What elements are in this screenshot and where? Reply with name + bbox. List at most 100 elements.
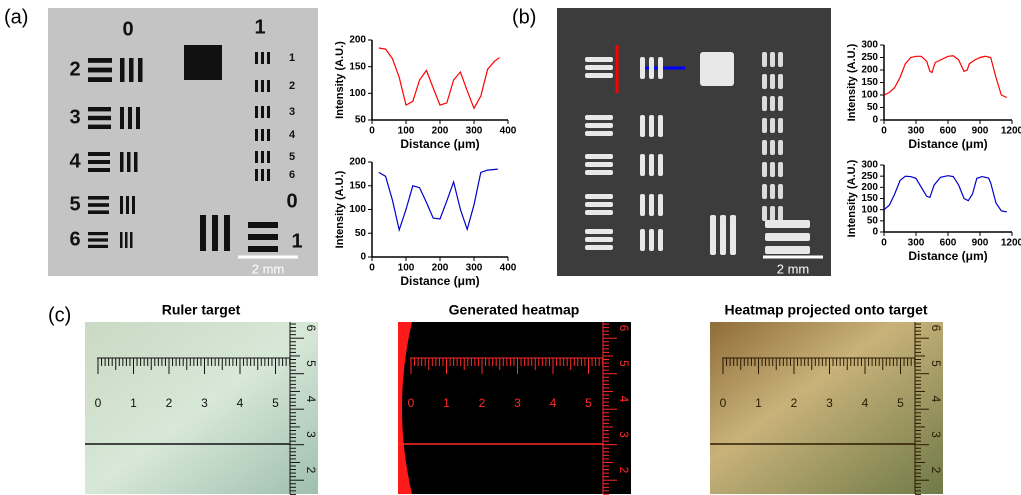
ruler-label: 1: [130, 396, 137, 410]
x-tick-label: 0: [369, 126, 375, 137]
y-tick-label: 250: [861, 171, 878, 182]
target-label: 1: [289, 52, 295, 64]
x-axis-label: Distance (μm): [400, 274, 479, 288]
bright-bar: [770, 184, 775, 199]
x-tick-label: 600: [940, 238, 957, 249]
ruler-label: 3: [201, 396, 208, 410]
bright-bar: [658, 115, 663, 137]
x-tick-label: 1200: [1001, 126, 1021, 137]
bright-bar: [649, 57, 654, 79]
target-bar: [255, 52, 258, 64]
bright-bar: [765, 220, 810, 228]
bright-bar: [730, 215, 736, 255]
x-tick-label: 100: [398, 126, 415, 137]
target-bar: [267, 80, 270, 92]
target-bar: [120, 232, 123, 248]
bright-bar: [640, 57, 645, 79]
target-bar: [136, 107, 140, 129]
ruler-label: 1: [755, 396, 762, 410]
x-tick-label: 300: [908, 238, 925, 249]
target-bar: [212, 215, 218, 251]
x-tick-label: 1200: [1001, 238, 1021, 249]
x-tick-label: 900: [972, 126, 989, 137]
x-tick-label: 300: [466, 263, 483, 274]
target-bar: [88, 232, 108, 235]
x-tick-label: 400: [500, 126, 517, 137]
target-bar: [88, 116, 111, 120]
ruler-label: 0: [408, 396, 415, 410]
bright-bar: [658, 154, 663, 176]
target-bar: [255, 169, 258, 181]
bright-bar: [585, 210, 613, 215]
bright-block: [700, 52, 734, 86]
panel-label: (a): [4, 6, 28, 28]
bright-bar: [770, 206, 775, 221]
y-tick-label: 150: [349, 61, 366, 72]
bright-bar: [762, 118, 767, 133]
panel-label: (b): [512, 6, 536, 28]
bright-bar: [585, 57, 613, 62]
bright-bar: [770, 74, 775, 89]
y-tick-label: 100: [349, 88, 366, 99]
target-label: 3: [69, 106, 80, 128]
bright-bar: [658, 57, 663, 79]
target-label: 4: [69, 150, 81, 172]
target-bar: [128, 107, 132, 129]
ruler-label: 0: [95, 396, 102, 410]
target-bar: [138, 58, 143, 82]
ruler-label: 5: [272, 396, 279, 410]
y-tick-label: 300: [861, 40, 878, 51]
bright-bar: [762, 162, 767, 177]
bright-bar: [762, 184, 767, 199]
target-label: 1: [291, 230, 302, 252]
ruler-label: 2: [479, 396, 486, 410]
y-tick-label: 100: [349, 204, 366, 215]
bright-bar: [649, 115, 654, 137]
bright-bar: [585, 65, 613, 70]
bright-bar: [585, 123, 613, 128]
bright-bar: [640, 229, 645, 251]
ruler-label: 4: [862, 396, 869, 410]
target-bar: [88, 107, 111, 111]
target-bar: [248, 246, 278, 252]
target-bar: [127, 152, 131, 172]
y-tick-label: 50: [355, 228, 367, 239]
bright-bar: [585, 170, 613, 175]
target-label: 0: [286, 190, 297, 212]
bright-bar: [778, 74, 783, 89]
target-bar: [261, 169, 264, 181]
y-tick-label: 200: [861, 65, 878, 76]
target-bar: [248, 222, 278, 228]
target-label: 2: [289, 80, 295, 92]
x-tick-label: 300: [908, 126, 925, 137]
bright-bar: [649, 194, 654, 216]
x-tick-label: 400: [500, 263, 517, 274]
target-bar: [255, 106, 258, 118]
bright-bar: [585, 194, 613, 199]
target-bar: [267, 169, 270, 181]
ruler-label: 5: [929, 360, 943, 367]
ruler-label: 2: [791, 396, 798, 410]
target-label: 2: [69, 58, 80, 80]
bright-bar: [762, 140, 767, 155]
scale-label: 2 mm: [777, 261, 810, 276]
bright-bar: [585, 115, 613, 120]
target-bar: [267, 151, 270, 163]
bright-bar: [762, 74, 767, 89]
bright-bar: [765, 233, 810, 241]
target-bar: [129, 58, 134, 82]
bright-bar: [640, 194, 645, 216]
y-tick-label: 0: [872, 115, 878, 126]
bright-bar: [585, 245, 613, 250]
bright-bar: [770, 140, 775, 155]
target-bar: [120, 107, 124, 129]
bright-bar: [585, 237, 613, 242]
target-bar: [261, 106, 264, 118]
target-bar: [134, 152, 138, 172]
ruler-label: 5: [617, 360, 631, 367]
ruler-label: 5: [304, 360, 318, 367]
target-bar: [88, 210, 109, 214]
y-tick-label: 200: [349, 35, 366, 46]
bright-bar: [770, 162, 775, 177]
target-bar: [126, 196, 129, 214]
